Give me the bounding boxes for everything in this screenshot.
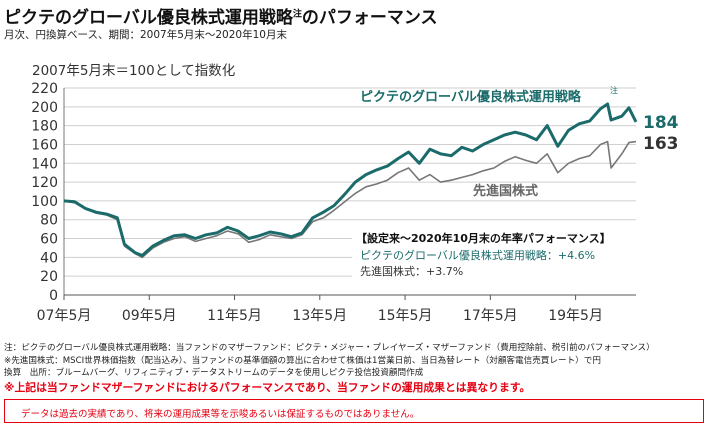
strategy-series-label: ピクテのグローバル優良株式運用戦略 [360,89,582,105]
y-tick-label: 40 [40,250,58,266]
y-tick-label: 120 [31,175,58,191]
page-subtitle: 月次、円換算ベース、期間：2007年5月末～2020年10月末 [4,29,287,41]
y-tick-label: 180 [31,119,58,135]
strategy-series-note: 注 [610,85,618,95]
warning-text: ※上記は当ファンドマザーファンドにおけるパフォーマンスであり、当ファンドの運用成… [4,381,531,394]
y-tick-label: 140 [31,156,58,172]
x-tick-label: 17年5月 [463,308,518,324]
footnote-2: ※先進国株式：MSCI世界株価指数（配当込み）、当ファンドの基準価額の算出に合わ… [4,356,601,366]
developed-series-line [63,140,637,259]
title-suffix: のパフォーマンス [301,8,438,28]
x-tick-label: 13年5月 [292,308,347,324]
footnote-1: 注：ピクテのグローバル優良株式運用戦略：当ファンドのマザーファンド：ピクテ・メジ… [4,343,655,353]
annotation-box [352,226,636,282]
annotation-title: 【設定来～2020年10月末の年率パフォーマンス】 [356,231,611,245]
strategy-end-value: 184 [643,113,679,133]
page-title: ピクテのグローバル優良株式運用戦略注のパフォーマンス [4,3,438,28]
y-tick-label: 220 [31,81,58,97]
x-tick-label: 19年5月 [548,308,603,324]
y-tick-label: 100 [31,194,58,210]
x-tick-label: 11年5月 [207,308,262,324]
x-tick-label: 09年5月 [122,308,177,324]
developed-series-label: 先進国株式 [473,183,538,199]
y-tick-label: 60 [40,232,58,248]
performance-line-chart: 0 20 40 60 80 100 120 140 160 180 200 220 2007年5月末＝1… [31,63,679,324]
title-note: 注 [292,9,302,20]
x-tick-label: 07年5月 [37,308,92,324]
y-tick-label: 20 [40,269,58,285]
y-tick-label: 160 [31,137,58,153]
developed-end-value: 163 [643,134,679,154]
footnote-3: 換算 出所：ブルームバーグ、リフィニティブ・データストリームのデータを使用しピク… [4,368,424,378]
y-tick-label: 80 [40,213,58,229]
annotation-strategy-return: ピクテのグローバル優良株式運用戦略：+4.6% [360,248,595,262]
disclaimer-box: データは過去の実績であり、将来の運用成果等を示唆あるいは保証するものではありませ… [4,399,704,423]
disclaimer-text: データは過去の実績であり、将来の運用成果等を示唆あるいは保証するものではありませ… [21,409,420,420]
y-axis-label: 2007年5月末＝100として指数化 [32,63,235,79]
y-tick-label: 0 [49,288,58,304]
annotation-developed-return: 先進国株式：+3.7% [360,264,463,278]
y-tick-label: 200 [31,100,58,116]
title-main: ピクテのグローバル優良株式運用戦略 [4,8,293,28]
strategy-series-line [63,102,638,257]
x-tick-label: 15年5月 [378,308,433,324]
